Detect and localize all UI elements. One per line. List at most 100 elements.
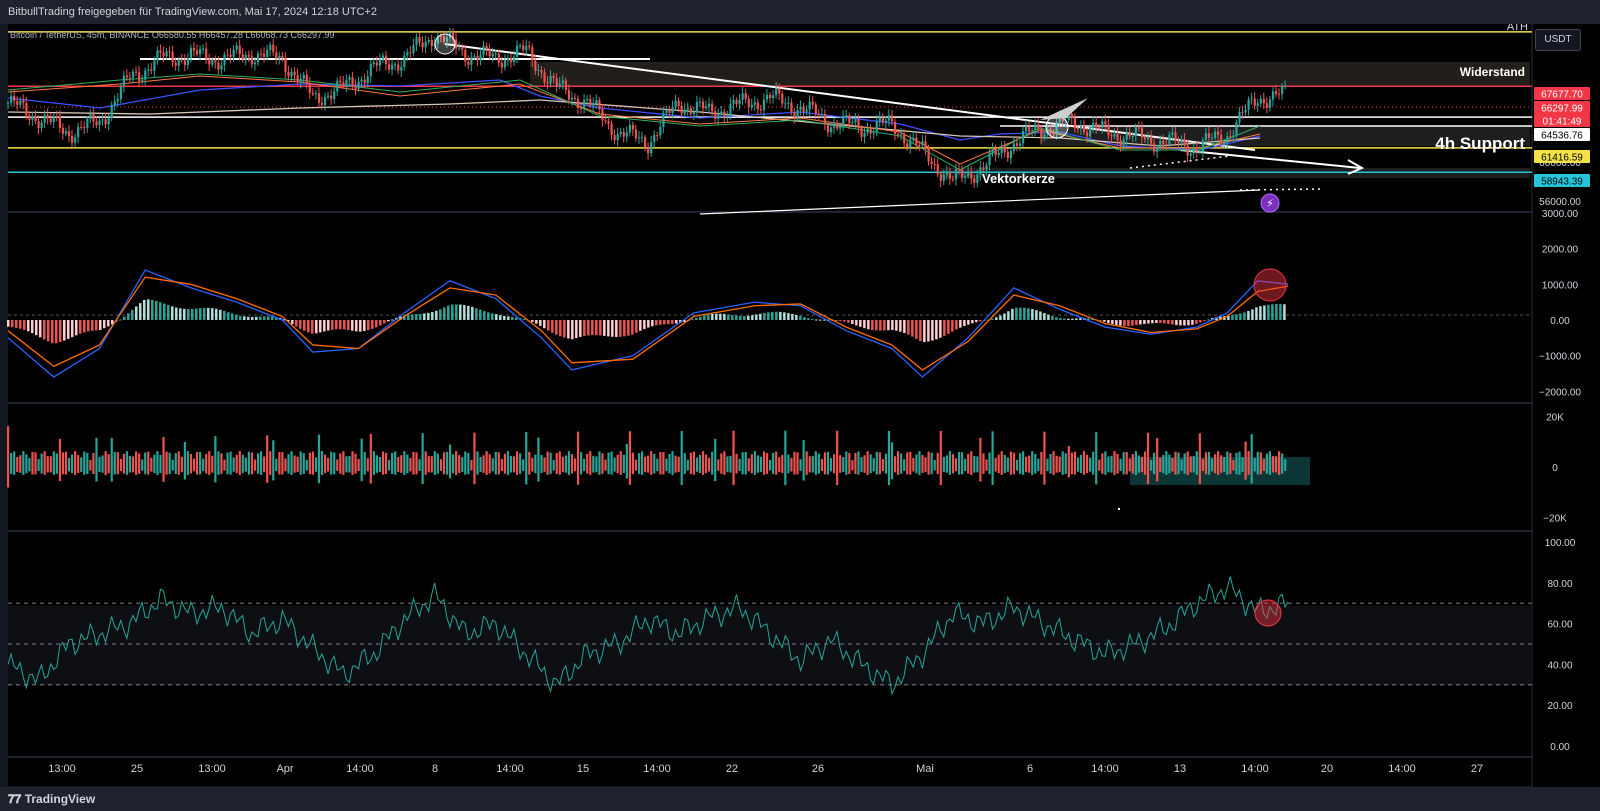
macd-hist-bar bbox=[167, 305, 170, 320]
macd-hist-bar bbox=[267, 316, 270, 320]
volume-bar bbox=[110, 437, 113, 482]
macd-hist-bar bbox=[139, 303, 142, 320]
volume-bar bbox=[1278, 451, 1281, 475]
volume-bar bbox=[720, 453, 723, 474]
volume-bar bbox=[1040, 452, 1043, 475]
macd-tick-label: 2000.00 bbox=[1542, 245, 1579, 256]
candle-body bbox=[491, 53, 494, 57]
candle-body bbox=[689, 107, 692, 114]
candle-body bbox=[1116, 133, 1119, 141]
macd-hist-bar bbox=[631, 319, 634, 335]
candle-body bbox=[153, 60, 156, 71]
candle-body bbox=[564, 80, 567, 91]
macd-hist-bar bbox=[1199, 319, 1202, 323]
volume-bar bbox=[235, 454, 238, 474]
candle-body bbox=[10, 95, 13, 103]
macd-hist-bar bbox=[35, 319, 38, 336]
candle-body bbox=[80, 126, 83, 128]
volume-bar bbox=[1201, 458, 1205, 472]
volume-bar bbox=[7, 426, 10, 488]
candle-body bbox=[372, 62, 375, 64]
macd-hist-bar bbox=[967, 319, 970, 325]
candle-body bbox=[506, 58, 510, 61]
tradingview-logo-icon: 𝟕𝟕 bbox=[8, 792, 25, 806]
currency-button[interactable]: USDT bbox=[1535, 29, 1581, 51]
volume-bar bbox=[1247, 451, 1250, 475]
candle-body bbox=[659, 127, 662, 136]
macd-hist-bar bbox=[55, 319, 58, 344]
volume-bar bbox=[308, 452, 311, 475]
macd-hist-bar bbox=[599, 319, 602, 336]
candle-body bbox=[284, 58, 287, 72]
volume-bar bbox=[89, 459, 92, 471]
macd-pane[interactable] bbox=[8, 213, 1532, 402]
volume-bar bbox=[729, 455, 732, 473]
time-tick-label: 14:00 bbox=[346, 763, 374, 775]
candle-body bbox=[808, 101, 811, 110]
macd-hist-bar bbox=[691, 319, 694, 321]
candle-body bbox=[1143, 137, 1147, 140]
macd-hist-bar bbox=[1115, 319, 1118, 325]
candle-body bbox=[634, 129, 638, 139]
macd-hist-bar bbox=[663, 319, 666, 325]
volume-bar bbox=[275, 458, 278, 472]
candle-body bbox=[1076, 128, 1080, 130]
candle-body bbox=[704, 106, 708, 109]
candle-body bbox=[464, 49, 467, 62]
candle-body bbox=[897, 134, 900, 136]
candle-body bbox=[119, 86, 122, 100]
macd-hist-bar bbox=[971, 319, 974, 324]
volume-bar bbox=[939, 431, 942, 485]
volume-bar bbox=[1113, 451, 1116, 475]
macd-hist-bar bbox=[671, 319, 674, 324]
candle-body bbox=[1265, 103, 1269, 108]
macd-hist-bar bbox=[135, 306, 138, 320]
volume-bar bbox=[1009, 451, 1012, 475]
time-axis[interactable] bbox=[8, 758, 1532, 786]
chart-frame[interactable]: ⚡ Bitcoin / TetherUS, 45m, BINANCE O6658… bbox=[0, 21, 1600, 787]
volume-bar bbox=[485, 451, 488, 475]
volume-bar bbox=[1198, 433, 1201, 484]
candle-body bbox=[1232, 135, 1235, 137]
candle-body bbox=[1085, 132, 1089, 137]
candle-body bbox=[1223, 142, 1226, 145]
candle-body bbox=[333, 91, 336, 99]
volume-bar bbox=[644, 456, 647, 473]
volume-bar bbox=[762, 451, 766, 475]
candle-body bbox=[811, 101, 814, 105]
macd-hist-bar bbox=[603, 319, 606, 336]
candle-body bbox=[1052, 132, 1055, 134]
lightning-icon[interactable] bbox=[1260, 193, 1280, 213]
candle-body bbox=[555, 78, 558, 87]
candle-body bbox=[528, 45, 531, 48]
candle-body bbox=[558, 83, 561, 87]
candle-body bbox=[769, 94, 772, 99]
volume-bar bbox=[1028, 455, 1031, 473]
macd-hist-bar bbox=[751, 315, 754, 320]
macd-hist-bar bbox=[563, 319, 566, 338]
candle-body bbox=[116, 99, 119, 102]
volume-bar bbox=[1125, 452, 1128, 475]
volume-bar bbox=[796, 452, 799, 475]
macd-hist-bar bbox=[835, 319, 838, 321]
candle-body bbox=[622, 131, 625, 137]
macd-hist-bar bbox=[1159, 319, 1162, 324]
macd-hist-bar bbox=[379, 319, 382, 326]
volume-bar bbox=[1229, 452, 1232, 475]
candle-body bbox=[232, 49, 235, 57]
widerstand-label: Widerstand bbox=[1460, 65, 1525, 79]
candle-body bbox=[266, 50, 269, 57]
candle-body bbox=[735, 100, 738, 104]
volume-bar bbox=[1238, 451, 1241, 475]
chart-canvas[interactable]: ⚡ Bitcoin / TetherUS, 45m, BINANCE O6658… bbox=[0, 21, 1600, 787]
candle-body bbox=[979, 167, 982, 175]
macd-hist-bar bbox=[491, 313, 494, 320]
candle-body bbox=[22, 100, 25, 103]
candle-body bbox=[573, 97, 577, 99]
time-tick-label: 22 bbox=[726, 763, 738, 775]
macd-hist-bar bbox=[1119, 319, 1122, 326]
candle-body bbox=[330, 95, 333, 99]
candle-body bbox=[1128, 132, 1131, 137]
volume-bar bbox=[580, 452, 583, 475]
volume-bar bbox=[1150, 459, 1153, 471]
